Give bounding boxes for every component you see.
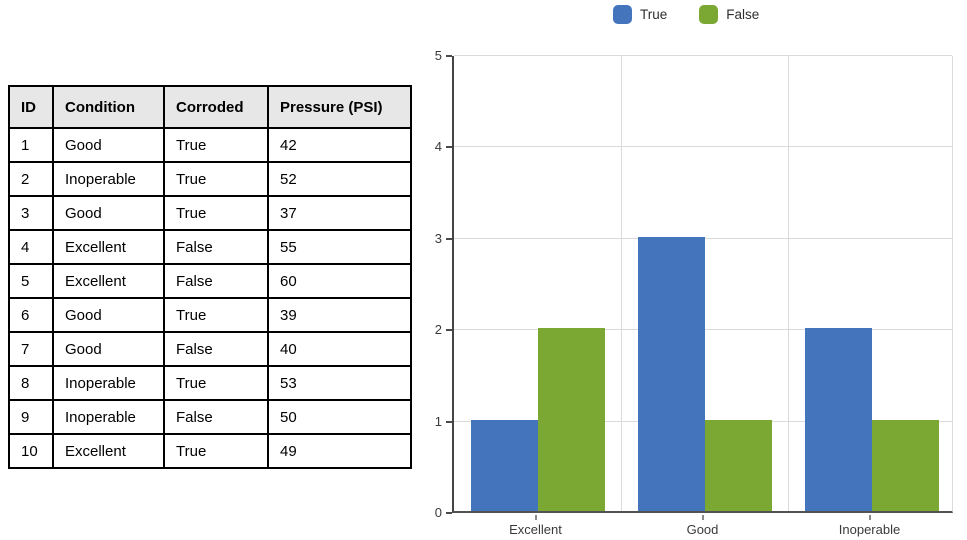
y-axis-label-4: 4 bbox=[434, 139, 442, 155]
data-table-body: 1 Good True 42 2 Inoperable True 52 3 Good True 37 4… bbox=[8, 127, 412, 469]
x-axis-label-inoperable: Inoperable bbox=[838, 522, 901, 537]
x-axis-tick bbox=[868, 515, 871, 520]
table-header-row: ID Condition Corroded Pressure (PSI) bbox=[8, 85, 412, 129]
table-row: 3 Good True 37 bbox=[8, 195, 412, 231]
table-cell: Excellent bbox=[52, 229, 165, 265]
y-axis-label-5: 5 bbox=[434, 48, 442, 63]
table-cell: 1 bbox=[8, 127, 54, 163]
legend-item-true: True bbox=[613, 5, 667, 24]
table-cell: 50 bbox=[267, 399, 412, 435]
x-axis-tick bbox=[701, 515, 704, 520]
y-axis-label-0: 0 bbox=[434, 505, 442, 520]
bar-false-excellent bbox=[537, 328, 605, 511]
table-cell: 52 bbox=[267, 161, 412, 197]
bar-true-good bbox=[637, 236, 705, 511]
y-axis-label-2: 2 bbox=[434, 322, 442, 338]
legend-label: False bbox=[726, 7, 760, 22]
bar-true-excellent bbox=[470, 419, 538, 511]
table-row: 8 Inoperable True 53 bbox=[8, 365, 412, 401]
legend-swatch-icon bbox=[613, 5, 632, 24]
gridline-y-2 bbox=[454, 329, 952, 331]
table-cell: 4 bbox=[8, 229, 54, 265]
table-cell: 2 bbox=[8, 161, 54, 197]
table-cell: 40 bbox=[267, 331, 412, 367]
table-cell: True bbox=[163, 161, 269, 197]
y-axis-tick bbox=[446, 55, 452, 57]
table-cell: Inoperable bbox=[52, 161, 165, 197]
y-axis-tick bbox=[446, 512, 452, 514]
table-row: 6 Good True 39 bbox=[8, 297, 412, 333]
table-cell: 39 bbox=[267, 297, 412, 333]
table-cell: 49 bbox=[267, 433, 412, 469]
table-cell: Good bbox=[52, 127, 165, 163]
table-cell: 60 bbox=[267, 263, 412, 299]
table-cell: False bbox=[163, 263, 269, 299]
table-cell: 8 bbox=[8, 365, 54, 401]
x-axis-label-excellent: Excellent bbox=[509, 522, 562, 537]
table-cell: False bbox=[163, 229, 269, 265]
y-axis-label-3: 3 bbox=[434, 230, 442, 246]
table-cell: Excellent bbox=[52, 433, 165, 469]
gridline-x-2 bbox=[787, 56, 789, 511]
table-row: 10 Excellent True 49 bbox=[8, 433, 412, 469]
table-row: 5 Excellent False 60 bbox=[8, 263, 412, 299]
gridline-y-1 bbox=[454, 420, 952, 422]
table-cell: 5 bbox=[8, 263, 54, 299]
table-cell: Good bbox=[52, 195, 165, 231]
table-cell: 6 bbox=[8, 297, 54, 333]
gridline-y-5 bbox=[454, 55, 952, 56]
table-cell: 53 bbox=[267, 365, 412, 401]
table-row: 9 Inoperable False 50 bbox=[8, 399, 412, 435]
table-row: 4 Excellent False 55 bbox=[8, 229, 412, 265]
table-cell: 55 bbox=[267, 229, 412, 265]
table-header-cell: Condition bbox=[52, 85, 165, 129]
table-cell: True bbox=[163, 127, 269, 163]
table-cell: Inoperable bbox=[52, 399, 165, 435]
table-cell: True bbox=[163, 297, 269, 333]
bar-false-good bbox=[704, 419, 772, 511]
bar-true-inoperable bbox=[804, 328, 872, 511]
data-table: ID Condition Corroded Pressure (PSI) 1 Good T… bbox=[8, 85, 412, 469]
x-axis-label-good: Good bbox=[686, 522, 719, 537]
y-axis-label-1: 1 bbox=[434, 413, 442, 429]
legend-item-false: False bbox=[699, 5, 759, 24]
table-cell: 7 bbox=[8, 331, 54, 367]
table-row: 7 Good False 40 bbox=[8, 331, 412, 367]
plot-area bbox=[452, 55, 953, 513]
y-axis-tick bbox=[446, 237, 452, 240]
table-cell: True bbox=[163, 433, 269, 469]
table-cell: True bbox=[163, 195, 269, 231]
gridline-y-4 bbox=[454, 146, 952, 148]
table-cell: False bbox=[163, 399, 269, 435]
y-axis-tick bbox=[446, 329, 452, 332]
gridline-x-1 bbox=[620, 56, 622, 511]
table-cell: Good bbox=[52, 331, 165, 367]
table-header-cell: Corroded bbox=[163, 85, 269, 129]
table-cell: 10 bbox=[8, 433, 54, 469]
table-cell: Excellent bbox=[52, 263, 165, 299]
table-header-cell: ID bbox=[8, 85, 54, 129]
x-axis-tick bbox=[534, 515, 537, 520]
table-cell: True bbox=[163, 365, 269, 401]
bar-false-inoperable bbox=[871, 419, 939, 511]
table-cell: False bbox=[163, 331, 269, 367]
table-row: 2 Inoperable True 52 bbox=[8, 161, 412, 197]
table-row: 1 Good True 42 bbox=[8, 127, 412, 163]
table-cell: 3 bbox=[8, 195, 54, 231]
gridline-y-3 bbox=[454, 237, 952, 239]
legend-label: True bbox=[640, 7, 668, 22]
y-axis-tick bbox=[446, 146, 452, 149]
legend-swatch-icon bbox=[699, 5, 719, 24]
table-cell: Inoperable bbox=[52, 365, 165, 401]
table-cell: 9 bbox=[8, 399, 54, 435]
chart-legend: True False bbox=[613, 5, 759, 24]
y-axis-tick bbox=[446, 420, 452, 423]
table-cell: 42 bbox=[267, 127, 412, 163]
data-table-head: ID Condition Corroded Pressure (PSI) bbox=[8, 85, 412, 129]
table-cell: 37 bbox=[267, 195, 412, 231]
table-cell: Good bbox=[52, 297, 165, 333]
table-header-cell: Pressure (PSI) bbox=[267, 85, 412, 129]
